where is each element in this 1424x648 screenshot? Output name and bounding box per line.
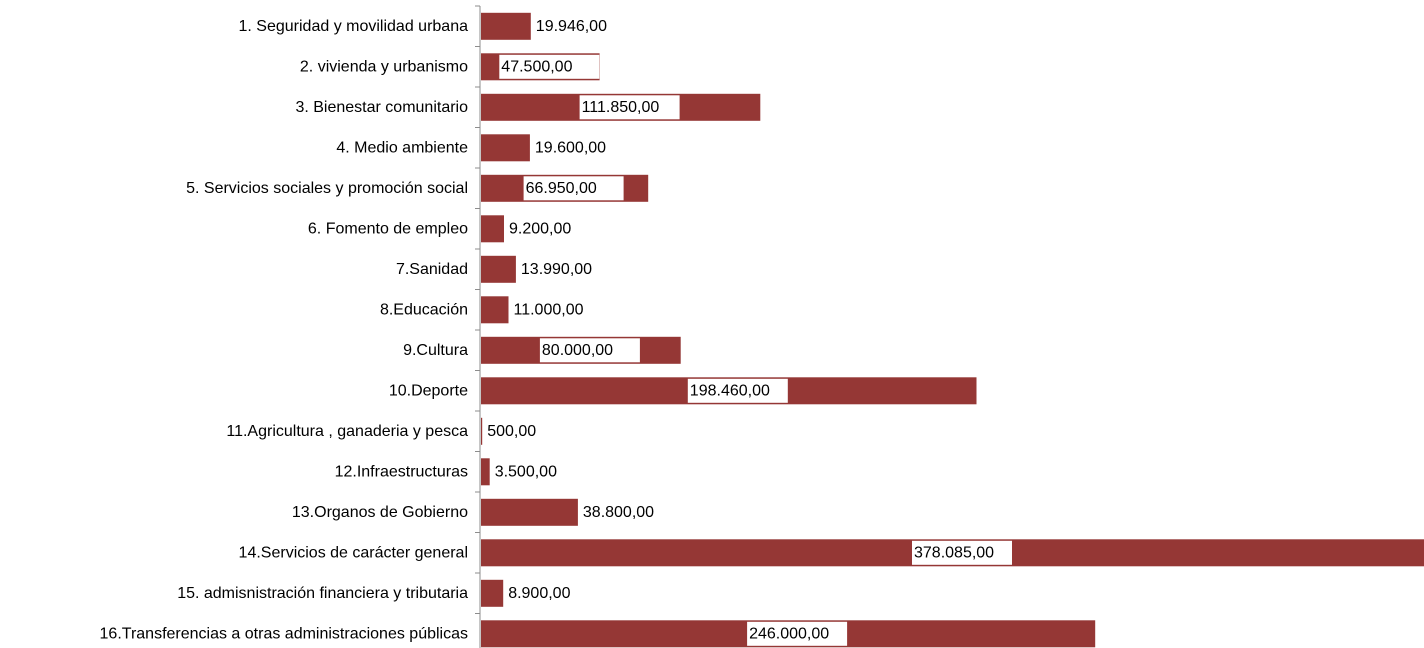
value-label: 500,00 (487, 423, 536, 440)
value-label-background (518, 257, 619, 282)
value-label-background (523, 176, 624, 201)
category-label: 12.Infraestructuras (335, 463, 468, 480)
bar (481, 579, 504, 607)
value-label: 11.000,00 (514, 301, 584, 318)
category-label: 6. Fomento de empleo (308, 220, 468, 237)
bar (481, 498, 578, 526)
category-axis (475, 5, 481, 648)
value-label-background (539, 338, 640, 363)
value-label-background (485, 419, 586, 444)
category-label: 5. Servicios sociales y promoción social (186, 180, 468, 197)
value-label-background (506, 581, 607, 606)
category-label: 9.Cultura (403, 342, 468, 359)
value-label: 198.460,00 (690, 382, 770, 399)
category-label: 2. vivienda y urbanismo (300, 58, 468, 75)
value-label: 19.946,00 (536, 18, 607, 35)
value-label: 3.500,00 (495, 463, 557, 480)
value-label-background (507, 216, 607, 241)
value-label-background (492, 459, 593, 484)
value-label-background (912, 540, 1012, 565)
category-label: 8.Educación (380, 301, 468, 318)
value-label-background (532, 135, 633, 160)
category-labels-group: 1. Seguridad y movilidad urbana 2. vivien… (100, 18, 469, 643)
bar (481, 255, 516, 283)
value-label: 8.900,00 (508, 585, 570, 602)
category-label: 15. admisnistración financiera y tributa… (177, 585, 468, 602)
value-label-background (579, 95, 680, 120)
category-label: 3. Bienestar comunitario (295, 99, 468, 116)
category-label: 14.Servicios de carácter general (239, 544, 468, 561)
value-label-background (687, 378, 788, 403)
value-label-background (580, 500, 681, 525)
bar (481, 296, 509, 324)
category-label: 1. Seguridad y movilidad urbana (239, 18, 469, 35)
category-label: 16.Transferencias a otras administracion… (100, 625, 468, 642)
value-label-background (499, 54, 600, 79)
bar (481, 134, 530, 162)
value-labels-group: 19.946,00 47.500,00 111.850,00 19.600,00 66.… (485, 14, 1012, 646)
value-label-background (533, 14, 634, 39)
value-label: 9.200,00 (509, 220, 571, 237)
value-label: 19.600,00 (535, 139, 606, 156)
bar (481, 215, 504, 243)
bar (481, 12, 531, 40)
value-label: 38.800,00 (583, 504, 654, 521)
value-label: 111.850,00 (582, 99, 660, 116)
value-label: 13.990,00 (521, 261, 592, 278)
value-label: 47.500,00 (501, 58, 572, 75)
category-label: 11.Agricultura , ganaderia y pesca (226, 423, 468, 440)
value-label-background (747, 621, 848, 646)
value-label: 66.950,00 (526, 180, 597, 197)
bar (481, 458, 490, 486)
bar (481, 417, 483, 445)
value-label: 80.000,00 (542, 342, 613, 359)
category-label: 7.Sanidad (396, 261, 468, 278)
category-label: 4. Medio ambiente (336, 139, 468, 156)
category-label: 13.Organos de Gobierno (292, 504, 468, 521)
value-label-background (511, 297, 612, 322)
category-label: 10.Deporte (389, 382, 468, 399)
value-label: 378.085,00 (914, 544, 994, 561)
value-label: 246.000,00 (749, 625, 829, 642)
